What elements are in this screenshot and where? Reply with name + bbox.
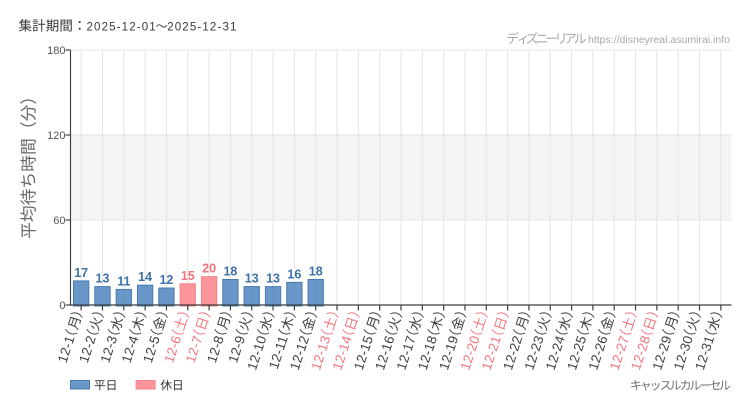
svg-text:60: 60 (53, 215, 65, 227)
svg-text:18: 18 (309, 265, 323, 279)
svg-text:120: 120 (47, 130, 65, 142)
svg-text:20: 20 (202, 262, 216, 276)
svg-text:2025-12-31: 2025-12-31 (167, 22, 237, 34)
svg-text:11: 11 (117, 274, 130, 288)
svg-text:17: 17 (74, 266, 88, 280)
svg-text:14: 14 (138, 270, 152, 284)
svg-text:15: 15 (181, 269, 195, 283)
svg-text:https://disneyreal.asumirai.in: https://disneyreal.asumirai.info (588, 34, 730, 46)
svg-text:16: 16 (287, 267, 301, 281)
svg-text:180: 180 (47, 45, 65, 57)
svg-text:12: 12 (159, 273, 173, 287)
svg-text:13: 13 (245, 272, 259, 286)
svg-text:13: 13 (96, 272, 110, 286)
svg-text:13: 13 (266, 272, 280, 286)
svg-text:2025-12-01: 2025-12-01 (87, 22, 157, 34)
svg-text:18: 18 (223, 265, 237, 279)
svg-text:0: 0 (59, 300, 65, 312)
